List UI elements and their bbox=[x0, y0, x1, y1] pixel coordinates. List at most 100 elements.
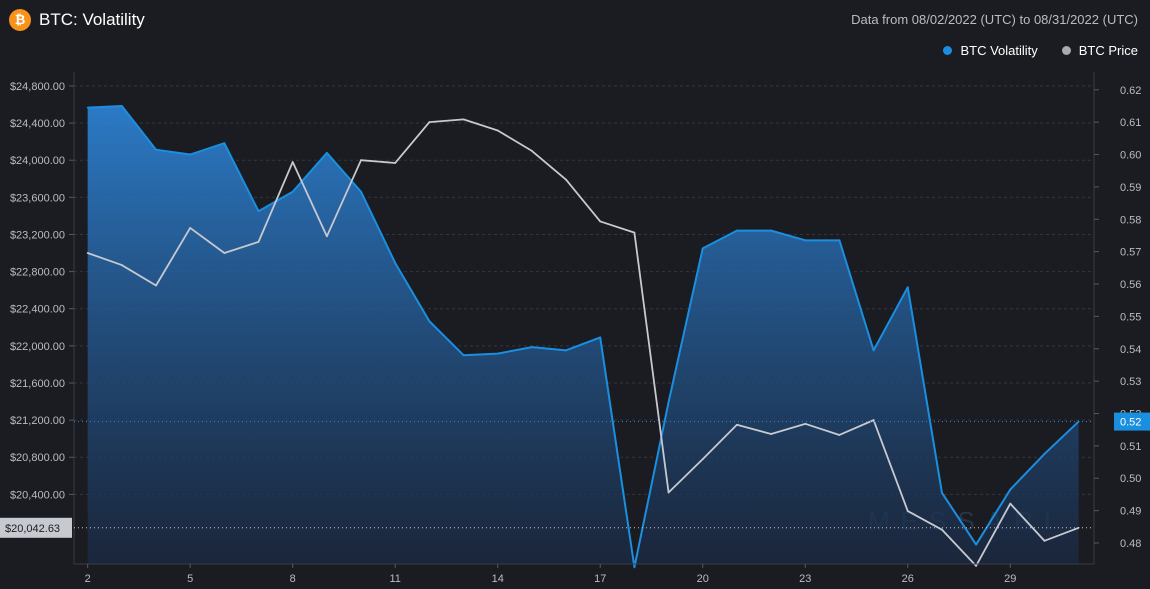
right-axis-tick-label: 0.62 bbox=[1120, 85, 1141, 97]
right-axis-tick-label: 0.49 bbox=[1120, 506, 1141, 518]
left-axis-tick-label: $22,800.00 bbox=[10, 267, 65, 279]
x-axis-tick-label: 2 bbox=[85, 573, 91, 585]
volatility-point bbox=[530, 346, 533, 349]
volatility-point bbox=[667, 401, 670, 404]
volatility-point bbox=[804, 239, 807, 242]
date-range-end: 08/31/2022 (UTC) bbox=[1033, 12, 1138, 27]
right-axis-tick-label: 0.51 bbox=[1120, 441, 1141, 453]
volatility-point bbox=[360, 190, 362, 193]
price-line bbox=[87, 118, 1079, 567]
right-axis-tick-label: 0.55 bbox=[1120, 311, 1141, 323]
volatility-point bbox=[1009, 488, 1012, 491]
volatility-area bbox=[87, 105, 1079, 568]
volatility-point bbox=[565, 349, 567, 352]
left-axis-tick-label: $22,000.00 bbox=[10, 341, 65, 353]
legend-item-price[interactable]: BTC Price bbox=[1061, 43, 1138, 58]
left-axis-tick-label: $22,400.00 bbox=[10, 304, 65, 316]
volatility-point bbox=[462, 354, 465, 357]
price-point bbox=[975, 564, 978, 567]
right-axis-tick-label: 0.56 bbox=[1120, 279, 1141, 291]
right-axis: 0.48 0.49 0.50 0.51 0.52 0.53 0.54 0.55 0.56 0.57… bbox=[1093, 72, 1141, 564]
volatility-point bbox=[975, 543, 978, 546]
volatility-line bbox=[87, 104, 1080, 569]
volatility-point bbox=[1043, 453, 1046, 455]
x-axis-tick-label: 29 bbox=[1004, 573, 1016, 585]
price-point bbox=[155, 284, 157, 287]
volatility-point bbox=[701, 247, 704, 250]
volatility-point bbox=[599, 336, 602, 339]
right-axis-tick-label: 0.61 bbox=[1120, 117, 1141, 129]
right-axis-tick-label: 0.58 bbox=[1120, 214, 1141, 226]
left-axis-tick-label: $24,800.00 bbox=[10, 81, 65, 93]
legend-label-price: BTC Price bbox=[1078, 43, 1138, 58]
chart-header: ₿ BTC: Volatility Data from 08/02/2022 (… bbox=[0, 0, 1150, 70]
price-point bbox=[530, 150, 533, 152]
volatility-point bbox=[906, 286, 909, 289]
right-axis-tick-label: 0.48 bbox=[1120, 538, 1141, 550]
price-point bbox=[1009, 502, 1012, 505]
x-axis-tick-label: 8 bbox=[290, 573, 296, 585]
price-point bbox=[872, 419, 875, 422]
price-point bbox=[291, 161, 294, 163]
volatility-point bbox=[394, 262, 397, 264]
left-axis-tick-label: $21,200.00 bbox=[10, 415, 65, 427]
x-axis-tick-label: 14 bbox=[492, 573, 504, 585]
price-point bbox=[86, 252, 89, 254]
right-axis-tick-label: 0.53 bbox=[1120, 376, 1141, 388]
left-axis-tick-label: $20,400.00 bbox=[10, 489, 65, 501]
price-point bbox=[189, 227, 192, 229]
volatility-point bbox=[633, 566, 636, 569]
left-axis-tick-label: $23,200.00 bbox=[10, 229, 65, 241]
left-axis-tick-label: $24,000.00 bbox=[10, 155, 65, 167]
volatility-point bbox=[189, 153, 192, 156]
left-axis-tick-label: $21,600.00 bbox=[10, 378, 65, 390]
price-point bbox=[394, 162, 397, 164]
volatility-point bbox=[941, 491, 943, 494]
x-axis-tick-label: 17 bbox=[594, 573, 606, 585]
x-axis-tick-label: 5 bbox=[187, 573, 193, 585]
chart-title: BTC: Volatility bbox=[39, 10, 145, 29]
price-point bbox=[667, 491, 670, 494]
price-point bbox=[325, 235, 328, 238]
price-point bbox=[360, 159, 362, 162]
volatility-point bbox=[838, 239, 841, 242]
volatility-marker-label: 0.52 bbox=[1120, 417, 1141, 429]
price-point bbox=[565, 178, 567, 181]
right-axis-tick-label: 0.59 bbox=[1120, 182, 1141, 194]
date-range-start: 08/02/2022 (UTC) bbox=[911, 12, 1016, 27]
price-point bbox=[804, 422, 807, 425]
date-range-prefix: Data from bbox=[851, 12, 912, 27]
price-point bbox=[120, 264, 123, 266]
legend: BTC Volatility BTC Price bbox=[943, 43, 1138, 58]
x-axis-tick-label: 26 bbox=[902, 573, 914, 585]
price-point bbox=[633, 231, 636, 234]
date-range-mid: to bbox=[1015, 12, 1034, 27]
price-point bbox=[838, 434, 841, 436]
volatility-point bbox=[736, 229, 738, 232]
price-point bbox=[496, 129, 499, 132]
right-axis-tick-label: 0.54 bbox=[1120, 344, 1141, 356]
volatility-point bbox=[120, 105, 123, 107]
volatility-point bbox=[223, 142, 226, 145]
price-point bbox=[736, 423, 738, 426]
price-point bbox=[906, 510, 909, 512]
volatility-point bbox=[770, 229, 772, 232]
crosshair-markers: $20,042.63 0.52 bbox=[0, 412, 1150, 538]
left-axis-tick-label: $23,600.00 bbox=[10, 192, 65, 204]
x-axis-tick-label: 11 bbox=[389, 573, 400, 585]
price-point bbox=[599, 220, 602, 223]
legend-label-volatility: BTC Volatility bbox=[960, 43, 1038, 58]
date-range: Data from 08/02/2022 (UTC) to 08/31/2022… bbox=[851, 12, 1138, 27]
volatility-marker-box bbox=[1114, 412, 1150, 431]
volatility-point bbox=[872, 349, 875, 352]
volatility-point bbox=[291, 190, 294, 193]
volatility-point bbox=[155, 148, 157, 151]
price-point bbox=[428, 121, 431, 124]
volatility-point bbox=[257, 210, 260, 213]
price-point bbox=[1043, 539, 1046, 542]
bitcoin-icon: ₿ bbox=[9, 9, 31, 31]
legend-dot-volatility bbox=[943, 46, 953, 55]
price-point bbox=[941, 528, 943, 531]
legend-item-volatility[interactable]: BTC Volatility bbox=[943, 43, 1038, 58]
